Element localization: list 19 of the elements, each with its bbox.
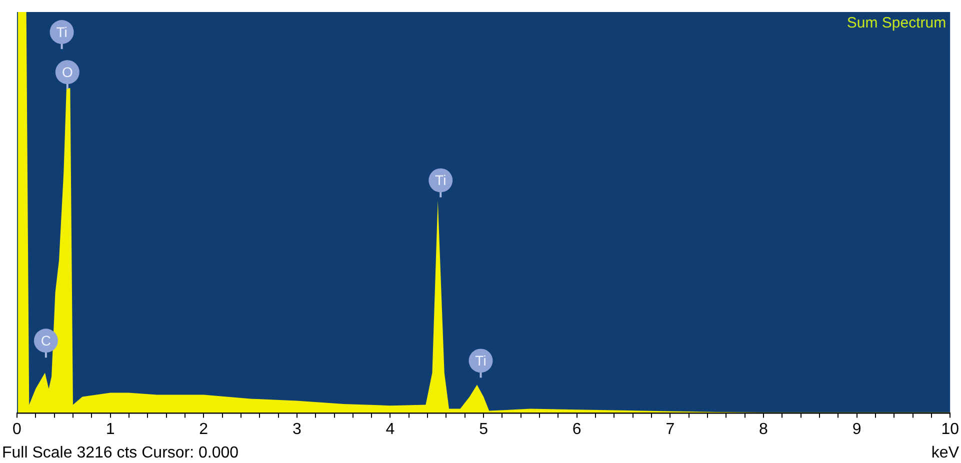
x-tick-label: 2 (199, 420, 208, 438)
annotation: C (40, 332, 51, 349)
annotation: Ti (56, 24, 68, 40)
annotation: Ti (435, 172, 446, 188)
annotation: O (62, 64, 73, 80)
x-tick-label: 5 (479, 420, 488, 438)
x-tick-label: 8 (759, 420, 768, 438)
chart-title: Sum Spectrum (846, 14, 946, 32)
x-tick-label: 0 (12, 420, 22, 438)
x-tick-label: 4 (386, 420, 395, 438)
annotation: Ti (475, 352, 486, 369)
x-tick-label: 1 (106, 420, 115, 438)
text: Full Scale 3216 cts Cursor: 0.000 (2, 444, 239, 462)
x-tick-label: 10 (941, 420, 960, 438)
x-tick-label: 9 (852, 420, 862, 438)
x-tick-label: 6 (572, 420, 582, 438)
x-tick-label: 3 (292, 420, 302, 438)
x-tick-label: 7 (666, 420, 675, 438)
x-axis-title: keV (931, 444, 960, 462)
